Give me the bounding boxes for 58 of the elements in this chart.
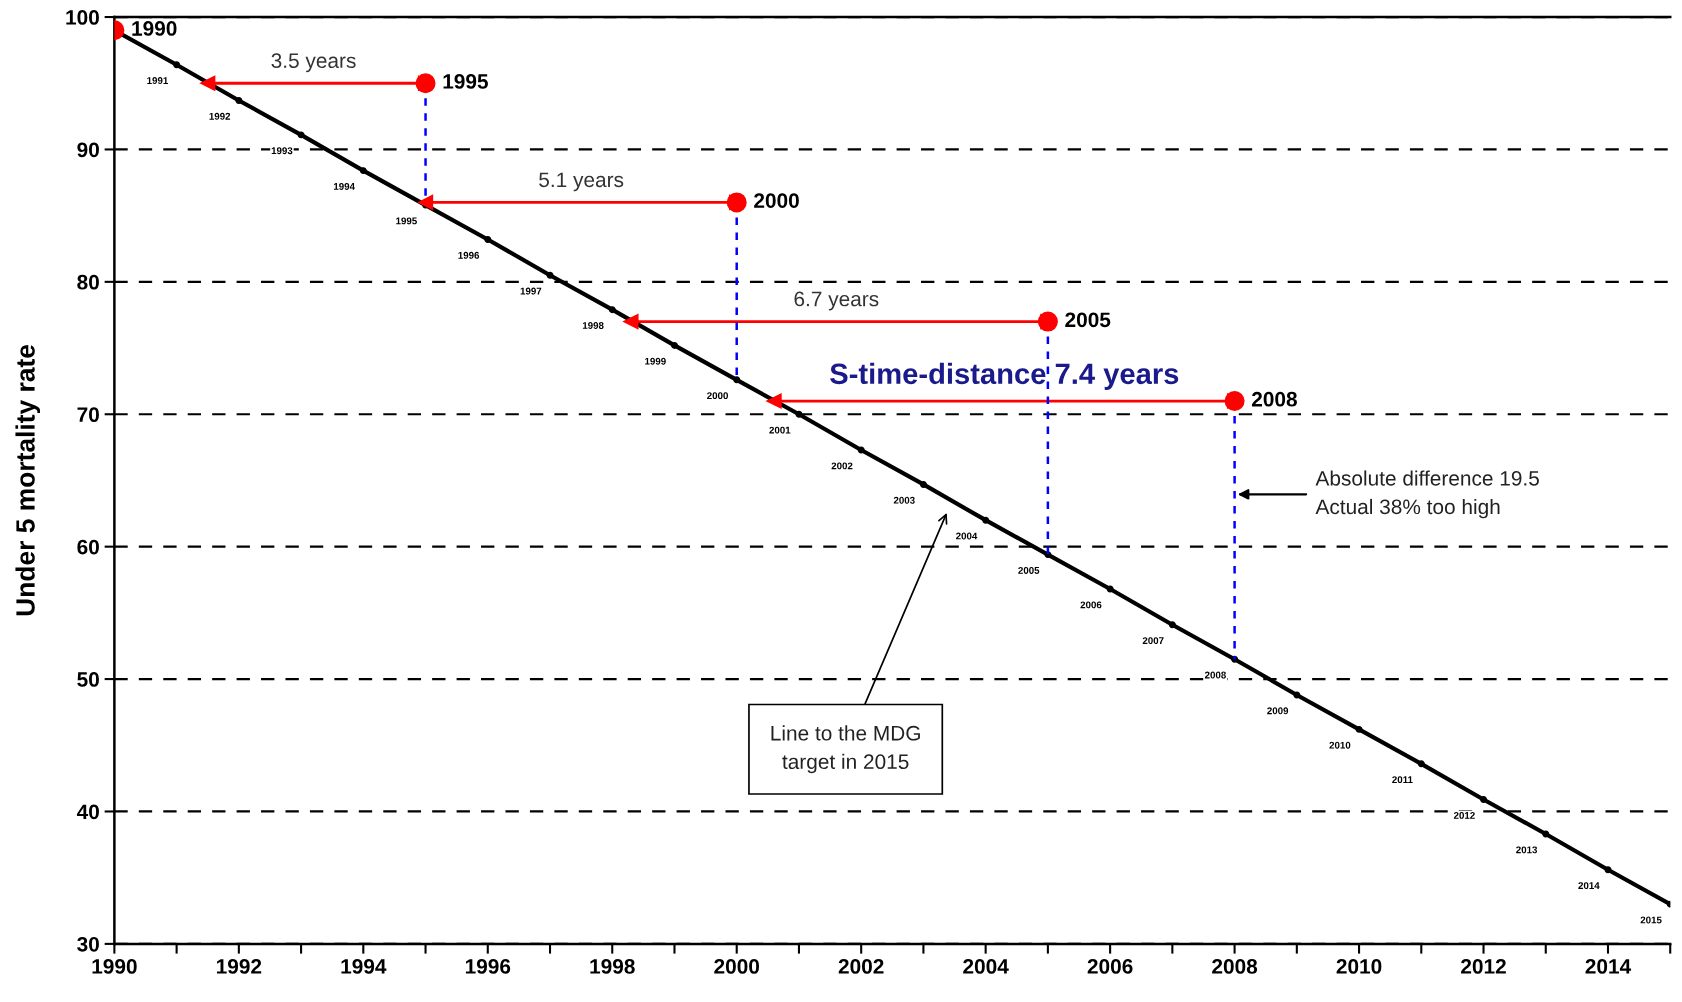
annotation: 2001: [769, 426, 791, 434]
annotation: 3.5 years: [271, 53, 356, 73]
y-tick-label: 100: [66, 10, 99, 25]
x-tick-label: 1996: [465, 959, 511, 974]
annotation: 1995: [443, 74, 488, 89]
annotation: 2011: [1392, 776, 1413, 784]
x-tick-label: 1992: [216, 959, 262, 974]
annotation: 2014: [1578, 882, 1600, 890]
annotation: 1996: [458, 251, 480, 259]
annotation: 2013: [1516, 846, 1538, 854]
annotation: 2003: [893, 496, 915, 504]
annotation: 2010: [1329, 741, 1351, 749]
annotation: 2009: [1267, 707, 1289, 715]
annotation: 1991: [147, 77, 169, 84]
annotation: 5.1 years: [539, 172, 624, 192]
annotation: 1993: [271, 147, 293, 155]
y-tick-label: 40: [76, 804, 99, 820]
annotation: 2008: [1204, 671, 1226, 679]
x-tick-label: 2014: [1585, 959, 1632, 974]
annotation: 2000: [754, 193, 799, 208]
annotation: Absolute difference 19.5 Actual 38% too high: [1315, 470, 1539, 519]
annotation: 2012: [1453, 811, 1475, 819]
x-tick-label: 1998: [590, 959, 635, 974]
x-tick-label: 1990: [92, 959, 137, 974]
annotation: 2015: [1640, 916, 1662, 924]
annotation: 2004: [956, 532, 978, 540]
annotation: 2000: [707, 392, 728, 400]
annotation: 2008: [1251, 391, 1297, 407]
y-tick-label: 90: [77, 142, 99, 158]
annotation: S-time-distance 7.4 years: [830, 362, 1179, 390]
annotation: 2007: [1142, 637, 1164, 645]
annotation: 1999: [645, 357, 666, 365]
y-tick-label: 60: [77, 539, 99, 555]
annotation: 1994: [333, 183, 355, 190]
y-axis-title: Under 5 mortality rate: [15, 344, 41, 616]
x-tick-label: 2002: [838, 959, 884, 974]
annotation: 6.7 years: [794, 291, 879, 311]
annotation: 2005: [1018, 567, 1040, 574]
x-tick-label: 2006: [1087, 959, 1133, 974]
annotation: 2006: [1080, 601, 1102, 609]
y-tick-label: 50: [77, 672, 99, 687]
y-tick-label: 80: [77, 274, 99, 290]
x-tick-label: 2008: [1212, 959, 1258, 974]
annotation: Line to the MDG target in 2015: [771, 725, 920, 774]
x-tick-label: 2012: [1461, 959, 1506, 974]
x-tick-label: 1994: [341, 959, 387, 974]
annotation: 1990: [132, 21, 177, 36]
annotation: 2002: [831, 462, 853, 470]
annotation: 1992: [209, 112, 231, 120]
x-tick-label: 2000: [714, 959, 760, 974]
annotation: 1998: [582, 322, 604, 329]
y-tick-label: 30: [77, 936, 99, 952]
x-tick-label: 2004: [963, 959, 1009, 974]
annotation: 2005: [1065, 312, 1111, 328]
x-tick-label: 2010: [1336, 959, 1382, 974]
y-tick-label: 70: [77, 407, 99, 423]
annotation: 1997: [520, 287, 542, 295]
annotation: 1995: [396, 217, 417, 225]
